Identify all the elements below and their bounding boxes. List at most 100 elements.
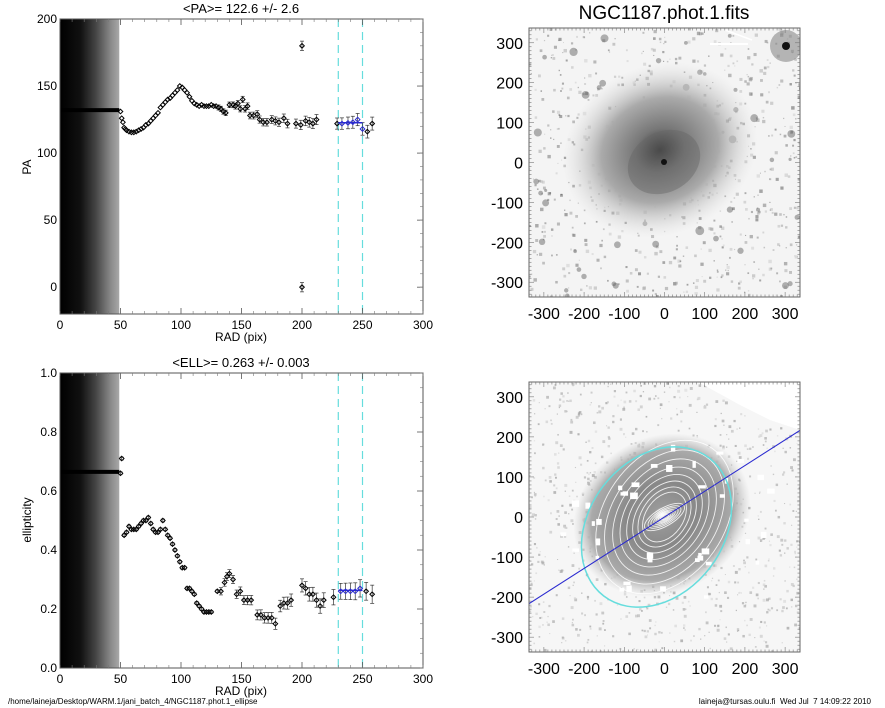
- image-y-tick-label: 100: [496, 116, 523, 133]
- isophote-ellipse: [647, 505, 682, 529]
- image-y-tick-label: -200: [491, 590, 523, 607]
- x-tick-label: 50: [114, 318, 128, 332]
- data-point: [237, 586, 244, 596]
- data-point: [233, 589, 240, 599]
- data-point: [119, 119, 126, 126]
- x-tick-label: 50: [114, 672, 128, 686]
- masked-star: [760, 531, 767, 538]
- image-y-tick-label: -100: [491, 550, 523, 567]
- data-point: [130, 129, 137, 136]
- x-tick-label: 250: [352, 672, 372, 686]
- masked-star: [705, 561, 712, 566]
- image-y-tick-label: -100: [491, 195, 523, 212]
- data-point: [244, 102, 251, 110]
- fit-data-point: [347, 582, 354, 600]
- data-point: [254, 110, 261, 119]
- bright-star: [782, 42, 790, 50]
- data-point: [117, 470, 124, 477]
- data-point: [184, 89, 191, 96]
- masked-star: [560, 532, 567, 537]
- x-tick-label: 0: [57, 672, 64, 686]
- x-tick-label: 0: [57, 318, 64, 332]
- ell-title: <ELL>= 0.263 +/- 0.003: [172, 355, 309, 370]
- masked-star: [622, 491, 629, 496]
- image-x-tick-label: -200: [568, 661, 600, 678]
- masked-star: [585, 502, 591, 509]
- y-tick-label: 0: [50, 280, 57, 294]
- data-point: [298, 578, 306, 593]
- data-point: [186, 93, 193, 100]
- ell-ylabel: ellipticity: [20, 497, 34, 542]
- isophote-ellipse: [612, 458, 717, 576]
- data-point: [256, 115, 263, 124]
- masked-star: [757, 474, 764, 481]
- data-point: [164, 96, 171, 103]
- data-point: [306, 117, 313, 128]
- data-point: [277, 599, 284, 613]
- y-tick-label: 0.8: [40, 425, 57, 439]
- image-x-tick-label: -300: [528, 661, 560, 678]
- image-x-tick-label: 200: [732, 661, 759, 678]
- masked-star: [767, 488, 775, 494]
- data-point: [272, 116, 279, 126]
- masked-star: [571, 500, 580, 507]
- data-point: [174, 552, 181, 559]
- image-x-tick-label: 100: [691, 661, 718, 678]
- fit-data-point: [337, 582, 344, 600]
- image-x-tick-label: 300: [772, 661, 799, 678]
- y-tick-label: 0.6: [40, 484, 57, 498]
- image-y-tick-label: 300: [496, 390, 523, 407]
- data-point: [272, 617, 279, 630]
- isophote-ellipse: [637, 486, 692, 548]
- masked-star: [595, 555, 600, 559]
- x-tick-label: 300: [413, 318, 433, 332]
- y-tick-label: 0.2: [40, 602, 57, 616]
- data-point: [369, 116, 376, 131]
- image-x-tick-label: -100: [608, 306, 640, 323]
- image-title: NGC1187.phot.1.fits: [579, 3, 750, 24]
- masked-star: [646, 552, 654, 559]
- image-y-tick-label: 0: [514, 510, 523, 527]
- masked-star: [716, 451, 724, 455]
- y-tick-label: 100: [37, 146, 57, 160]
- image-y-tick-label: -200: [491, 235, 523, 252]
- data-point: [133, 128, 140, 135]
- data-point: [298, 40, 306, 51]
- data-point: [250, 111, 257, 120]
- data-point: [155, 109, 162, 116]
- data-point: [284, 596, 291, 610]
- data-point: [226, 569, 233, 578]
- data-point: [174, 87, 181, 94]
- data-point: [186, 585, 193, 592]
- masked-star: [623, 581, 631, 586]
- data-point: [181, 564, 188, 571]
- masked-star: [670, 444, 676, 452]
- masked-region: [60, 19, 120, 314]
- isophote-ellipse: [650, 507, 679, 527]
- isophote-ellipse: [595, 439, 734, 595]
- data-point: [317, 598, 324, 614]
- pa-title: <PA>= 122.6 +/- 2.6: [183, 1, 299, 16]
- data-point: [263, 118, 270, 127]
- data-point: [196, 103, 203, 110]
- fit-data-point: [354, 113, 361, 127]
- masked-star: [630, 492, 638, 500]
- data-point: [276, 117, 283, 127]
- masked-star: [694, 558, 700, 563]
- data-point: [298, 282, 306, 293]
- isophote-ellipse: [626, 474, 703, 560]
- data-point: [138, 125, 145, 132]
- x-tick-label: 100: [171, 672, 191, 686]
- data-point: [208, 608, 215, 615]
- masked-star: [626, 585, 632, 593]
- galaxy-image-bottom: -300 -200 -100 0 100 200 300 -300 -200 -100 0 100 2…: [491, 381, 801, 678]
- image-x-tick-label: 300: [772, 306, 799, 323]
- data-point: [239, 95, 246, 103]
- data-point: [313, 592, 320, 608]
- data-point: [268, 612, 275, 624]
- data-point: [123, 529, 130, 536]
- y-tick-label: 200: [37, 12, 57, 26]
- footer-path: /home/laineja/Desktop/WARM.1/jani_batch_…: [8, 697, 258, 706]
- masked-star: [698, 485, 706, 489]
